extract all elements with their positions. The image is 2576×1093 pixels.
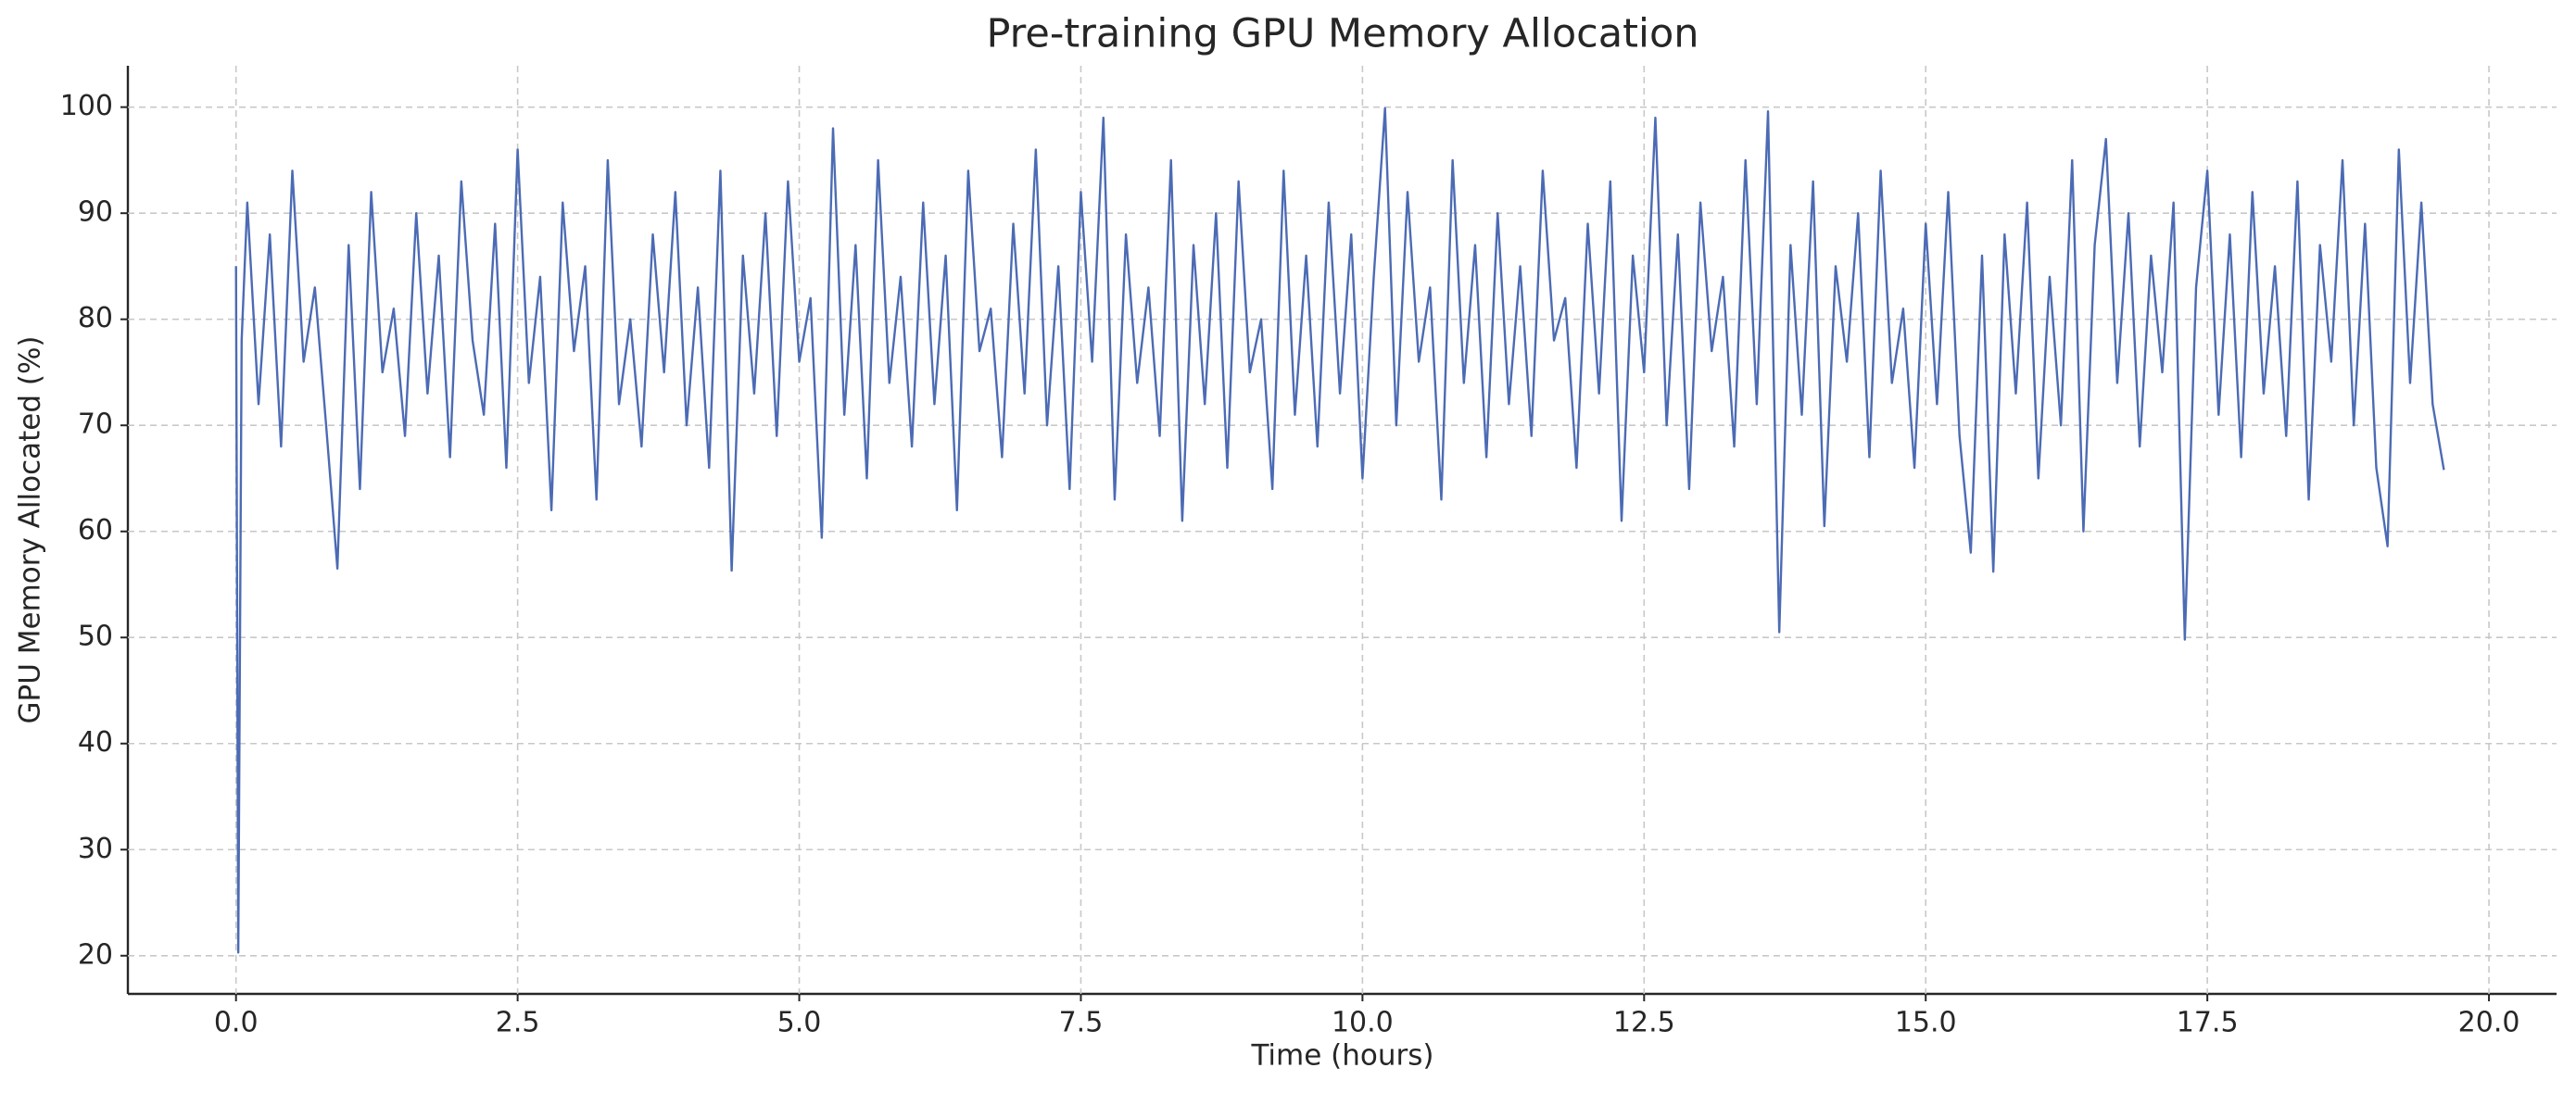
y-tick-label: 80 [78, 302, 113, 334]
y-tick-label: 90 [78, 196, 113, 229]
x-tick-label: 15.0 [1895, 1007, 1957, 1039]
x-tick-label: 10.0 [1332, 1007, 1394, 1039]
y-tick-label: 60 [78, 514, 113, 546]
x-tick-label: 2.5 [496, 1007, 540, 1039]
y-tick-label: 100 [60, 90, 113, 122]
data-line [234, 107, 2445, 954]
y-axis-label: GPU Memory Allocated (%) [14, 335, 47, 723]
y-tick-label: 70 [78, 408, 113, 441]
x-tick-label: 12.5 [1613, 1007, 1675, 1039]
y-tick-label: 40 [78, 726, 113, 759]
y-tick-label: 50 [78, 621, 113, 653]
x-axis-label: Time (hours) [1250, 1039, 1433, 1073]
x-tick-label: 20.0 [2458, 1007, 2520, 1039]
chart-title: Pre-training GPU Memory Allocation [986, 11, 1698, 57]
x-tick-label: 7.5 [1059, 1007, 1104, 1039]
x-tick-label: 17.5 [2177, 1007, 2239, 1039]
x-tick-label: 5.0 [777, 1007, 822, 1039]
x-tick-label: 0.0 [214, 1007, 259, 1039]
y-tick-label: 30 [78, 833, 113, 865]
y-tick-label: 20 [78, 938, 113, 971]
